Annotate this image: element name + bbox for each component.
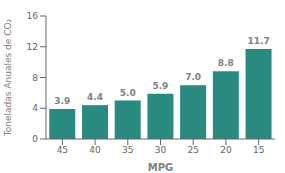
svg-text:5.0: 5.0 bbox=[120, 88, 136, 98]
svg-text:35: 35 bbox=[122, 145, 133, 155]
svg-text:15: 15 bbox=[253, 145, 264, 155]
svg-text:20: 20 bbox=[220, 145, 232, 155]
svg-text:30: 30 bbox=[155, 145, 167, 155]
svg-text:45: 45 bbox=[57, 145, 68, 155]
svg-text:Toneladas Anuales de CO₂: Toneladas Anuales de CO₂ bbox=[8, 18, 13, 137]
svg-text:12: 12 bbox=[27, 42, 38, 52]
svg-text:8: 8 bbox=[32, 73, 38, 83]
svg-text:3.9: 3.9 bbox=[54, 96, 70, 106]
svg-text:16: 16 bbox=[27, 11, 39, 21]
svg-text:7.0: 7.0 bbox=[185, 72, 201, 82]
svg-text:5.9: 5.9 bbox=[152, 81, 168, 91]
svg-text:MPG: MPG bbox=[148, 162, 174, 173]
svg-text:4.4: 4.4 bbox=[87, 92, 103, 102]
svg-text:8.8: 8.8 bbox=[218, 58, 234, 68]
svg-text:11.7: 11.7 bbox=[247, 36, 269, 46]
svg-text:25: 25 bbox=[187, 145, 198, 155]
svg-text:0: 0 bbox=[32, 134, 38, 144]
svg-text:40: 40 bbox=[89, 145, 101, 155]
svg-text:4: 4 bbox=[32, 103, 38, 113]
